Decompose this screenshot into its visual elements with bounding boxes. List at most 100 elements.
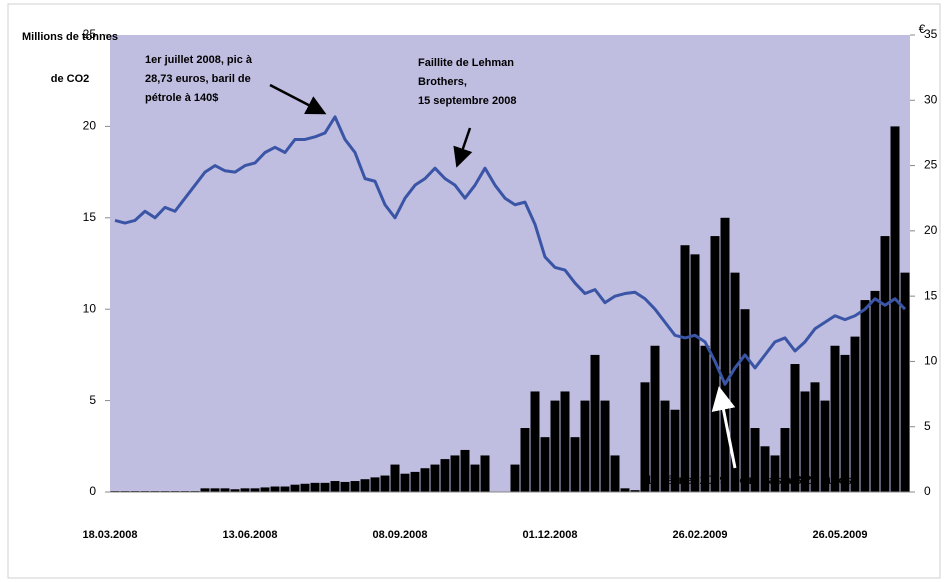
y2-tick-label: 30 bbox=[924, 92, 938, 106]
bar bbox=[360, 479, 370, 492]
bar bbox=[780, 428, 790, 492]
annotation: Faillite de Lehman bbox=[418, 57, 514, 69]
bar bbox=[460, 449, 470, 492]
y-tick-label: 0 bbox=[89, 484, 96, 498]
x-tick-label: 26.05.2009 bbox=[812, 529, 867, 541]
bar bbox=[340, 481, 350, 492]
annotation: pétrole à 140$ bbox=[145, 92, 218, 104]
bar bbox=[370, 477, 380, 492]
y-tick-label: 15 bbox=[83, 210, 97, 224]
bar bbox=[600, 400, 610, 492]
bar bbox=[670, 409, 680, 492]
bar bbox=[450, 455, 460, 492]
bar bbox=[390, 464, 400, 492]
bar bbox=[850, 336, 860, 492]
bar bbox=[550, 400, 560, 492]
y-tick-label: 25 bbox=[83, 27, 97, 41]
bar bbox=[300, 483, 310, 492]
bar bbox=[730, 272, 740, 492]
bar bbox=[290, 484, 300, 492]
bar bbox=[220, 488, 230, 492]
x-tick-label: 01.12.2008 bbox=[522, 529, 577, 541]
bar bbox=[440, 459, 450, 492]
y2-tick-label: 5 bbox=[924, 419, 931, 433]
x-tick-label: 13.06.2008 bbox=[222, 529, 277, 541]
y2-tick-label: 35 bbox=[924, 27, 938, 41]
bar bbox=[200, 488, 210, 492]
annotation: Brothers, bbox=[418, 76, 467, 88]
bar bbox=[400, 473, 410, 492]
bar bbox=[640, 382, 650, 492]
bar bbox=[630, 490, 640, 492]
bar bbox=[520, 428, 530, 492]
y-tick-label: 10 bbox=[83, 301, 97, 315]
bar bbox=[770, 455, 780, 492]
bar bbox=[330, 481, 340, 492]
bar bbox=[700, 345, 710, 492]
bar bbox=[610, 455, 620, 492]
y-axis-label: de CO2 bbox=[51, 73, 90, 85]
y2-tick-label: 0 bbox=[924, 484, 931, 498]
bar bbox=[280, 486, 290, 492]
x-tick-label: 18.03.2008 bbox=[82, 529, 137, 541]
bar bbox=[890, 126, 900, 493]
bar bbox=[660, 400, 670, 492]
y2-tick-label: 10 bbox=[924, 354, 938, 368]
arrow bbox=[269, 83, 327, 115]
x-tick-label: 26.02.2009 bbox=[672, 529, 727, 541]
arrow bbox=[453, 127, 473, 168]
bar bbox=[430, 464, 440, 492]
line bbox=[114, 115, 907, 386]
bar bbox=[740, 309, 750, 492]
bar bbox=[320, 482, 330, 492]
bar bbox=[840, 354, 850, 492]
bar bbox=[480, 455, 490, 492]
bar bbox=[350, 481, 360, 492]
bar bbox=[410, 471, 420, 492]
bar bbox=[620, 488, 630, 492]
x-tick-label: 08.09.2008 bbox=[372, 529, 427, 541]
bar bbox=[380, 475, 390, 492]
plot-area bbox=[110, 35, 910, 492]
y2-axis-label: € bbox=[919, 22, 926, 36]
bar bbox=[540, 437, 550, 492]
bar bbox=[270, 486, 280, 492]
bar bbox=[650, 345, 660, 492]
bar bbox=[210, 488, 220, 492]
y2-tick-label: 25 bbox=[924, 158, 938, 172]
y-tick-label: 20 bbox=[83, 119, 97, 133]
y-axis-label: Millions de tonnes bbox=[22, 31, 118, 43]
bar bbox=[720, 217, 730, 493]
bar bbox=[510, 464, 520, 492]
bar bbox=[750, 428, 760, 492]
y2-tick-label: 20 bbox=[924, 223, 938, 237]
bar bbox=[250, 488, 260, 492]
bar bbox=[530, 391, 540, 492]
y2-tick-label: 15 bbox=[924, 288, 938, 302]
bar bbox=[580, 400, 590, 492]
bar bbox=[800, 391, 810, 492]
bar bbox=[590, 354, 600, 492]
bar bbox=[760, 446, 770, 492]
bar bbox=[820, 400, 830, 492]
bar bbox=[240, 488, 250, 492]
bar bbox=[310, 482, 320, 492]
bar bbox=[560, 391, 570, 492]
bar bbox=[680, 245, 690, 492]
bar bbox=[790, 364, 800, 492]
y-tick-label: 5 bbox=[89, 393, 96, 407]
bar bbox=[870, 290, 880, 492]
bar bbox=[880, 236, 890, 492]
bar bbox=[690, 254, 700, 492]
arrow bbox=[711, 386, 737, 469]
bar bbox=[900, 272, 910, 492]
bar bbox=[470, 464, 480, 492]
bar bbox=[860, 300, 870, 492]
bar bbox=[420, 468, 430, 492]
annotation: 15 septembre 2008 bbox=[418, 95, 516, 107]
annotation: 16 février 2009, point bas à 8,25 euros bbox=[646, 473, 851, 487]
bar bbox=[260, 487, 270, 492]
bar bbox=[230, 489, 240, 492]
annotation: 1er juillet 2008, pic à bbox=[145, 54, 253, 66]
